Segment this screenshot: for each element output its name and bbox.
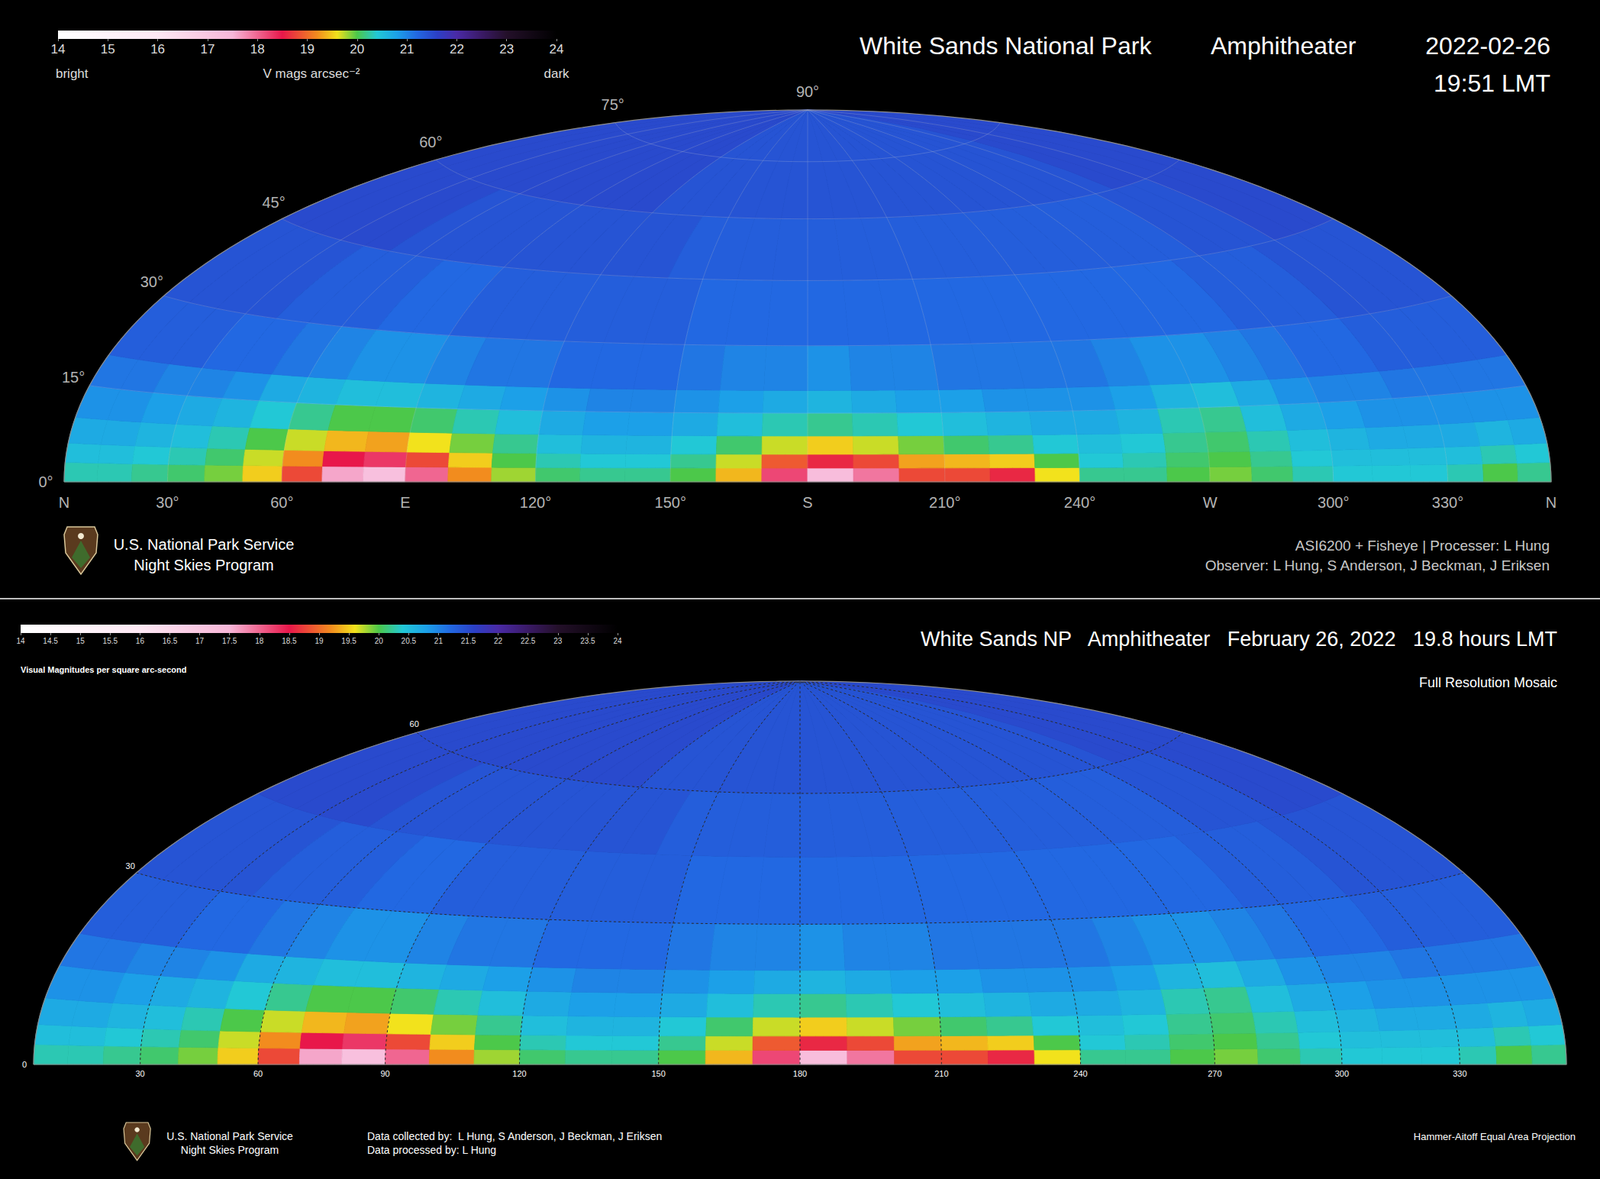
svg-text:75°: 75° — [601, 96, 625, 113]
svg-text:15: 15 — [100, 41, 116, 57]
svg-text:22.5: 22.5 — [520, 636, 536, 646]
svg-text:U.S. National Park Service: U.S. National Park Service — [113, 535, 295, 553]
svg-text:21.5: 21.5 — [461, 636, 477, 646]
svg-text:Hammer-Aitoff Equal Area Proje: Hammer-Aitoff Equal Area Projection — [1413, 1130, 1576, 1142]
svg-text:17: 17 — [195, 636, 205, 646]
svg-text:20.5: 20.5 — [401, 636, 417, 646]
svg-text:24: 24 — [549, 41, 565, 57]
svg-text:N: N — [1545, 493, 1557, 511]
svg-text:120: 120 — [512, 1068, 526, 1078]
svg-text:18.5: 18.5 — [281, 636, 297, 646]
svg-text:240: 240 — [1073, 1068, 1088, 1078]
svg-text:17: 17 — [200, 41, 215, 57]
svg-text:Observer: L Hung, S Anderson,: Observer: L Hung, S Anderson, J Beckman,… — [1205, 557, 1550, 574]
svg-text:150°: 150° — [654, 493, 687, 511]
svg-text:15°: 15° — [61, 368, 85, 386]
svg-text:150: 150 — [651, 1068, 665, 1078]
svg-text:120°: 120° — [519, 493, 552, 511]
svg-text:210°: 210° — [929, 493, 961, 511]
svg-text:30°: 30° — [140, 273, 164, 291]
svg-text:U.S. National Park Service: U.S. National Park Service — [166, 1129, 294, 1142]
svg-text:60°: 60° — [270, 493, 294, 511]
svg-text:Night Skies Program: Night Skies Program — [133, 556, 274, 574]
svg-text:V mags arcsec⁻²: V mags arcsec⁻² — [262, 66, 360, 81]
svg-text:45°: 45° — [261, 193, 285, 211]
svg-text:ASI6200 + Fisheye | Processer:: ASI6200 + Fisheye | Processer: L Hung — [1295, 537, 1550, 554]
svg-text:23.5: 23.5 — [580, 636, 596, 646]
svg-text:W: W — [1203, 493, 1218, 511]
svg-text:90°: 90° — [796, 83, 820, 100]
svg-text:18: 18 — [250, 41, 265, 57]
svg-text:White Sands National Park: White Sands National Park — [859, 32, 1152, 60]
svg-text:21: 21 — [400, 41, 415, 57]
svg-text:180: 180 — [793, 1068, 807, 1078]
svg-text:23: 23 — [499, 41, 514, 57]
svg-text:300: 300 — [1335, 1068, 1349, 1078]
svg-text:18: 18 — [254, 636, 265, 646]
svg-text:E: E — [400, 493, 410, 511]
svg-text:19: 19 — [314, 636, 324, 646]
svg-text:90: 90 — [380, 1068, 391, 1078]
svg-text:0°: 0° — [38, 473, 53, 491]
svg-text:2022-02-26: 2022-02-26 — [1425, 32, 1551, 60]
svg-text:60°: 60° — [419, 133, 442, 151]
svg-text:bright: bright — [55, 66, 89, 81]
svg-text:0: 0 — [22, 1059, 27, 1069]
svg-text:330°: 330° — [1432, 493, 1464, 511]
svg-text:240°: 240° — [1064, 493, 1096, 511]
svg-text:24: 24 — [612, 636, 623, 646]
svg-text:White Sands NP Amphitheater: White Sands NP Amphitheater February 26,… — [920, 627, 1558, 651]
svg-text:30: 30 — [125, 861, 136, 871]
svg-text:15.5: 15.5 — [103, 636, 119, 646]
svg-text:60: 60 — [409, 719, 420, 729]
svg-text:30°: 30° — [155, 493, 179, 511]
svg-text:30: 30 — [135, 1068, 146, 1078]
svg-text:19: 19 — [300, 41, 315, 57]
svg-text:16: 16 — [150, 41, 165, 57]
svg-text:19.5: 19.5 — [341, 636, 357, 646]
svg-text:Visual Magnitudes per square a: Visual Magnitudes per square arc-second — [20, 664, 187, 675]
svg-text:dark: dark — [543, 66, 570, 81]
svg-text:23: 23 — [553, 636, 563, 646]
svg-text:20: 20 — [374, 636, 384, 646]
svg-text:Data processed by: L Hung: Data processed by: L Hung — [367, 1143, 497, 1156]
svg-text:330: 330 — [1452, 1068, 1467, 1078]
svg-text:210: 210 — [934, 1068, 949, 1078]
svg-text:17.5: 17.5 — [222, 636, 238, 646]
svg-text:19:51 LMT: 19:51 LMT — [1433, 69, 1551, 97]
svg-text:15: 15 — [76, 636, 86, 646]
svg-text:Amphitheater: Amphitheater — [1210, 32, 1357, 60]
svg-text:S: S — [802, 493, 813, 511]
svg-text:16: 16 — [135, 636, 146, 646]
svg-text:14: 14 — [16, 636, 26, 646]
svg-text:270: 270 — [1207, 1068, 1222, 1078]
svg-text:22: 22 — [493, 636, 504, 646]
svg-text:300°: 300° — [1317, 493, 1349, 511]
svg-text:21: 21 — [434, 636, 444, 646]
svg-text:Full Resolution Mosaic: Full Resolution Mosaic — [1419, 674, 1558, 691]
svg-text:60: 60 — [253, 1068, 263, 1078]
svg-text:14: 14 — [51, 41, 66, 57]
svg-text:16.5: 16.5 — [162, 636, 178, 646]
svg-text:20: 20 — [349, 41, 365, 57]
svg-text:Night Skies Program: Night Skies Program — [180, 1143, 279, 1156]
svg-text:14.5: 14.5 — [42, 636, 59, 646]
svg-text:Data collected by: L Hung, S: Data collected by: L Hung, S Anderson, J… — [367, 1129, 662, 1142]
svg-text:N: N — [58, 493, 70, 511]
svg-text:22: 22 — [449, 41, 465, 57]
